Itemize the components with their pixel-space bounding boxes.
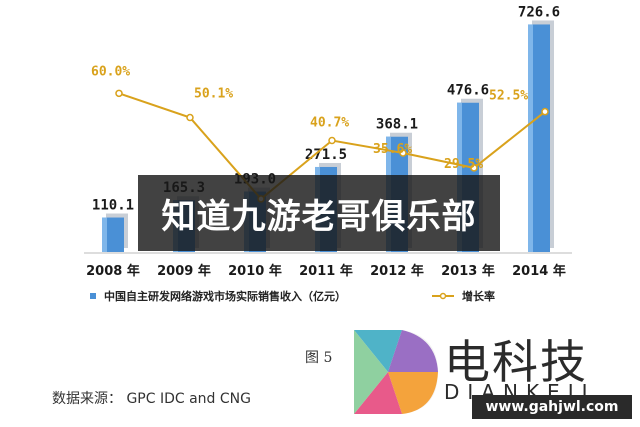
watermark-brand: 电科技	[444, 335, 588, 389]
overlay-banner-text: 知道九游老哥俱乐部	[161, 196, 477, 237]
watermark-url-box: www.gahjwl.com	[472, 395, 632, 419]
growth-point	[399, 149, 407, 157]
bar-highlight	[102, 217, 107, 252]
bar-highlight	[528, 24, 533, 252]
growth-label: 52.5%	[489, 89, 528, 104]
growth-label: 60.0%	[91, 64, 130, 79]
growth-line-group: 60.0% 50.1% 40.7% 35.6% 29.5% 52.5%	[91, 64, 549, 203]
bar-value-label: 368.1	[376, 117, 418, 133]
growth-point	[541, 107, 549, 116]
bar	[528, 24, 550, 252]
watermark-url: www.gahjwl.com	[485, 399, 619, 415]
legend-line-label: 增长率	[462, 289, 495, 303]
x-tick-labels: 2008 年 2009 年 2010 年 2011 年 2012 年 2013 年 2014…	[84, 252, 572, 279]
growth-point	[328, 136, 336, 145]
x-tick-label: 2011 年	[299, 263, 353, 279]
growth-label: 35.6%	[373, 142, 412, 157]
growth-label: 29.5%	[444, 157, 483, 172]
bar-value-label: 110.1	[92, 198, 134, 214]
growth-point	[470, 164, 478, 172]
legend-line-marker	[439, 292, 447, 300]
x-tick-label: 2009 年	[157, 263, 211, 279]
growth-point	[115, 89, 123, 98]
bar-value-label: 271.5	[305, 147, 347, 163]
x-tick-label: 2010 年	[228, 263, 282, 279]
x-tick-label: 2012 年	[370, 263, 424, 279]
bar-value-label: 726.6	[518, 4, 560, 20]
bar	[102, 217, 124, 252]
legend-bar-label: 中国自主研发网络游戏市场实际销售收入（亿元）	[104, 289, 346, 303]
bar-value-label: 476.6	[447, 83, 489, 99]
x-tick-label: 2014 年	[512, 263, 566, 279]
legend: 中国自主研发网络游戏市场实际销售收入（亿元） 增长率	[90, 289, 495, 303]
legend-bar-swatch	[90, 293, 96, 299]
x-tick-label: 2013 年	[441, 263, 495, 279]
figure-label: 图 5	[305, 350, 333, 366]
source-note: 数据来源： GPC IDC and CNG	[52, 391, 251, 407]
growth-label: 50.1%	[194, 87, 233, 102]
growth-label: 40.7%	[310, 116, 349, 131]
overlay-banner: 知道九游老哥俱乐部	[138, 175, 500, 251]
growth-point	[186, 113, 194, 122]
x-tick-label: 2008 年	[86, 263, 140, 279]
brand-logo-icon	[354, 330, 438, 414]
